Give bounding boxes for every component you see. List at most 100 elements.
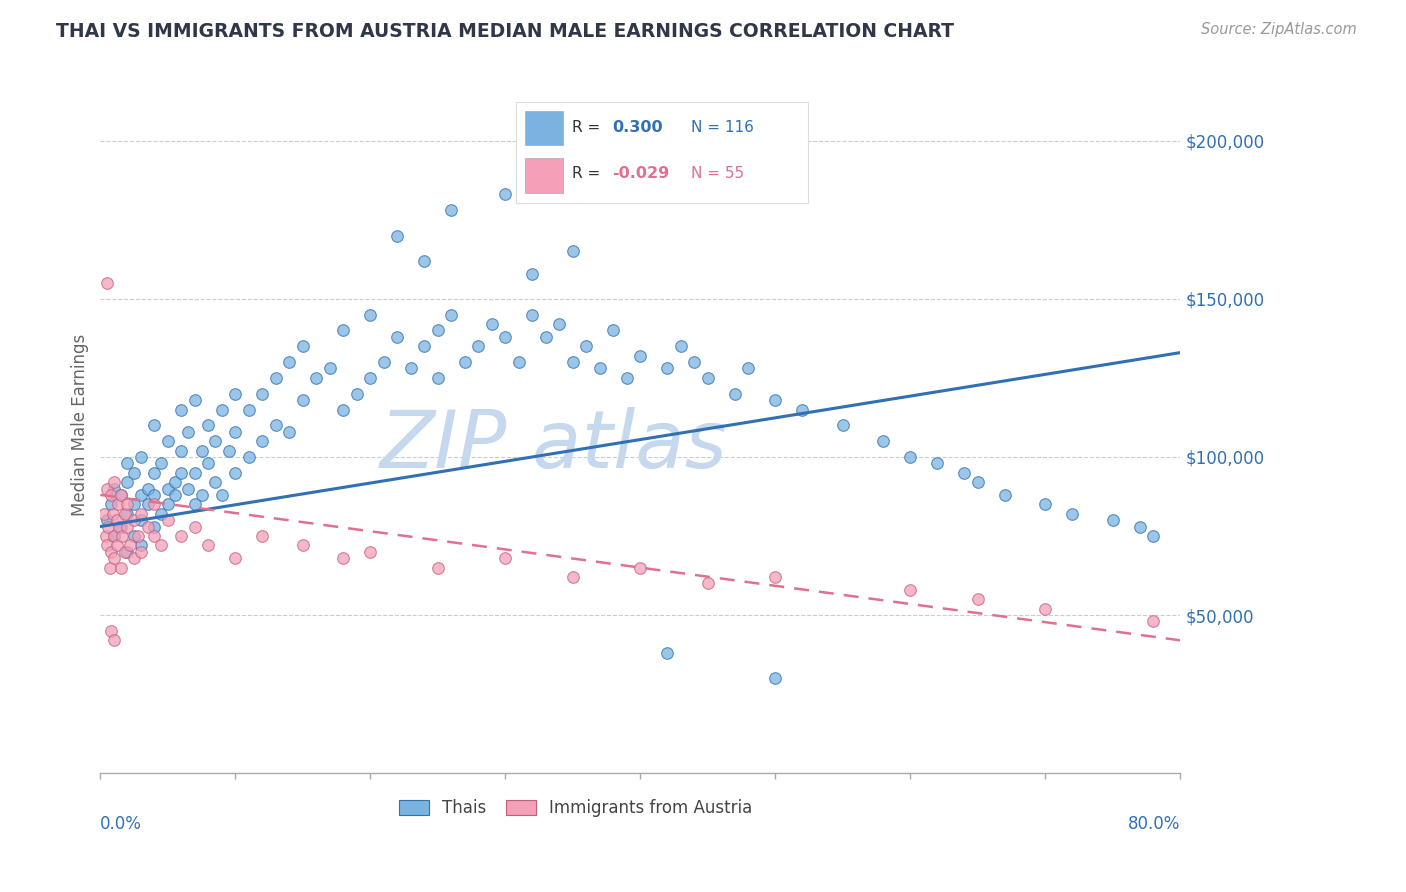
- Point: [224, 551, 246, 566]
- Point: [94, 529, 117, 543]
- Point: [114, 507, 136, 521]
- Point: [190, 443, 212, 458]
- Point: [238, 402, 260, 417]
- Point: [1142, 615, 1164, 629]
- Point: [373, 355, 395, 369]
- Point: [319, 361, 342, 376]
- Text: THAI VS IMMIGRANTS FROM AUSTRIA MEDIAN MALE EARNINGS CORRELATION CHART: THAI VS IMMIGRANTS FROM AUSTRIA MEDIAN M…: [56, 22, 955, 41]
- Point: [170, 402, 193, 417]
- Point: [96, 276, 118, 290]
- Point: [170, 529, 193, 543]
- Point: [927, 456, 949, 470]
- Point: [900, 450, 922, 464]
- Point: [494, 551, 516, 566]
- Point: [765, 392, 787, 407]
- Point: [117, 475, 139, 490]
- Point: [122, 466, 145, 480]
- Point: [737, 361, 759, 376]
- Point: [129, 545, 152, 559]
- Point: [657, 646, 679, 660]
- Point: [100, 624, 122, 638]
- Point: [117, 497, 139, 511]
- Point: [127, 529, 149, 543]
- Point: [156, 482, 179, 496]
- Point: [278, 355, 301, 369]
- Point: [967, 475, 990, 490]
- Point: [440, 203, 463, 218]
- Point: [103, 475, 125, 490]
- Point: [765, 570, 787, 584]
- Point: [224, 466, 246, 480]
- Point: [184, 466, 207, 480]
- Point: [98, 560, 121, 574]
- Point: [110, 560, 132, 574]
- Point: [494, 187, 516, 202]
- Point: [105, 539, 128, 553]
- Point: [346, 386, 368, 401]
- Point: [669, 339, 692, 353]
- Point: [332, 551, 354, 566]
- Point: [184, 519, 207, 533]
- Point: [359, 308, 381, 322]
- Point: [129, 450, 152, 464]
- Point: [238, 450, 260, 464]
- Point: [103, 633, 125, 648]
- Text: 0.0%: 0.0%: [100, 815, 142, 833]
- Point: [122, 513, 145, 527]
- Point: [224, 386, 246, 401]
- Point: [122, 529, 145, 543]
- Point: [204, 434, 226, 449]
- Point: [278, 425, 301, 439]
- Point: [156, 513, 179, 527]
- Point: [170, 466, 193, 480]
- Point: [103, 529, 125, 543]
- Point: [129, 539, 152, 553]
- Point: [413, 339, 436, 353]
- Point: [264, 418, 287, 433]
- Point: [534, 330, 557, 344]
- Point: [197, 539, 219, 553]
- Point: [359, 545, 381, 559]
- Point: [657, 361, 679, 376]
- Point: [440, 308, 463, 322]
- Point: [575, 339, 598, 353]
- Point: [1035, 497, 1057, 511]
- Point: [136, 497, 159, 511]
- Point: [143, 466, 166, 480]
- Point: [96, 482, 118, 496]
- Point: [163, 475, 186, 490]
- Point: [426, 323, 449, 337]
- Point: [122, 551, 145, 566]
- Point: [291, 539, 314, 553]
- Point: [108, 519, 131, 533]
- Point: [100, 497, 122, 511]
- Point: [291, 392, 314, 407]
- Point: [494, 330, 516, 344]
- Point: [724, 386, 747, 401]
- Point: [994, 488, 1017, 502]
- Point: [197, 418, 219, 433]
- Point: [211, 488, 233, 502]
- Point: [103, 482, 125, 496]
- Point: [589, 361, 612, 376]
- Point: [100, 545, 122, 559]
- Point: [332, 323, 354, 337]
- Point: [129, 513, 152, 527]
- Point: [522, 308, 544, 322]
- Point: [224, 425, 246, 439]
- Point: [522, 267, 544, 281]
- Point: [197, 456, 219, 470]
- Point: [117, 545, 139, 559]
- Point: [93, 507, 115, 521]
- Point: [967, 592, 990, 607]
- Point: [1035, 601, 1057, 615]
- Point: [683, 355, 706, 369]
- Point: [190, 488, 212, 502]
- Point: [96, 513, 118, 527]
- Text: Source: ZipAtlas.com: Source: ZipAtlas.com: [1201, 22, 1357, 37]
- Point: [561, 355, 583, 369]
- Point: [129, 488, 152, 502]
- Point: [163, 488, 186, 502]
- Point: [129, 507, 152, 521]
- Point: [117, 456, 139, 470]
